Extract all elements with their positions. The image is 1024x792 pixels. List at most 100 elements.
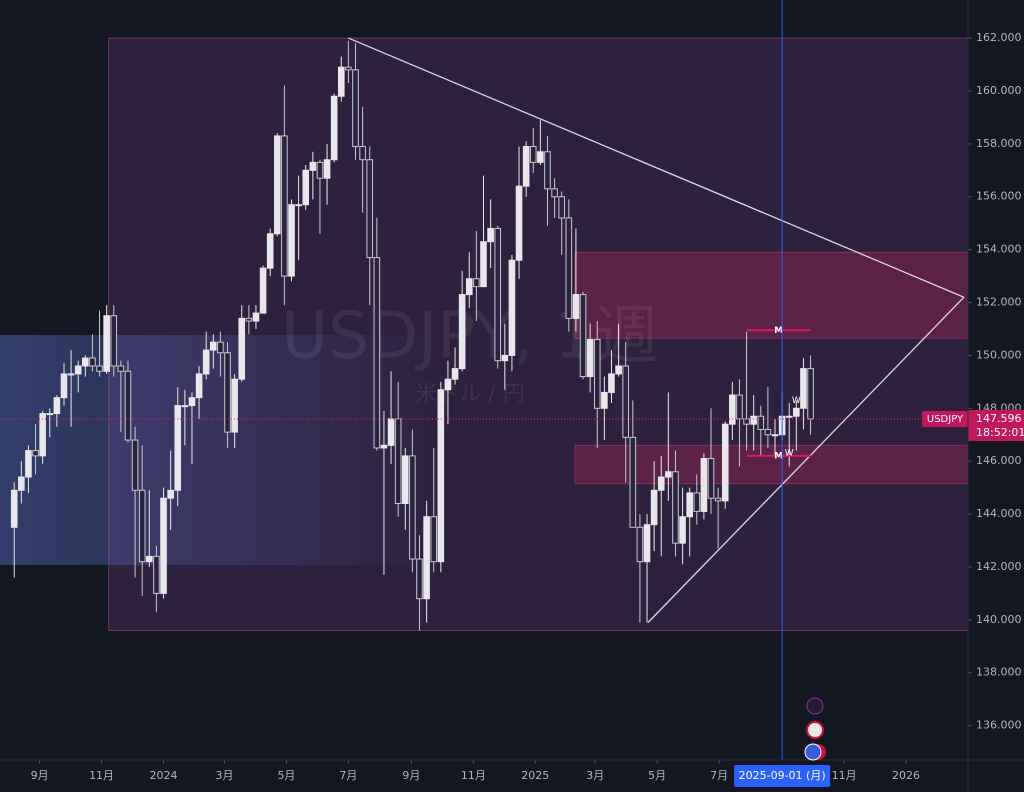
event-icon[interactable]: [806, 697, 824, 715]
candle-body: [60, 373, 68, 399]
candle-body: [515, 185, 523, 261]
candle-body: [146, 555, 153, 563]
candle-body: [601, 391, 608, 409]
candle-body: [458, 294, 466, 370]
candle-body: [672, 471, 679, 544]
candle-body: [238, 317, 246, 380]
candle-body: [330, 95, 338, 161]
candle-body: [622, 365, 629, 438]
pattern-label: M: [774, 451, 783, 461]
zone: [574, 444, 969, 485]
candle-body: [117, 365, 125, 372]
x-tick-label: 2025: [521, 769, 549, 782]
trendline: [348, 37, 965, 298]
candle-body: [558, 196, 566, 219]
x-tick-label: 3月: [215, 769, 233, 782]
x-tick-label: 7月: [339, 769, 357, 782]
x-tick-label: 2024: [150, 769, 178, 782]
candle-body: [373, 257, 381, 449]
candle-body: [174, 405, 182, 491]
symbol-label-bg: [922, 410, 968, 427]
candle-body: [487, 227, 494, 243]
candle-body: [281, 135, 288, 277]
candle-body: [210, 341, 217, 351]
y-tick-label: 158.000: [976, 137, 1022, 150]
candle-body: [259, 267, 267, 314]
event-icon[interactable]: [806, 721, 824, 739]
candle-body: [337, 66, 345, 97]
candle-body: [537, 151, 544, 163]
candle-body: [39, 413, 46, 457]
event-icons[interactable]: [804, 697, 826, 761]
candle-body: [25, 450, 32, 478]
y-tick-label: 162.000: [976, 31, 1022, 44]
candle-body: [103, 315, 110, 372]
candle-body: [686, 492, 693, 518]
watermark: USDJPY, 1週: [281, 300, 658, 374]
crosshair-label: 2025-09-01 (月): [739, 769, 826, 782]
event-icon[interactable]: [804, 743, 822, 761]
candle-body: [793, 407, 800, 417]
candle-body: [771, 434, 779, 437]
y-tick-label: 150.000: [976, 348, 1022, 361]
candle-body: [714, 497, 722, 502]
candle-body: [366, 159, 374, 259]
candle-body: [394, 418, 402, 504]
candle-body: [707, 458, 715, 499]
candle-body: [217, 341, 224, 354]
candle-body: [586, 339, 594, 378]
candle-body: [615, 365, 622, 375]
candle-body: [352, 69, 359, 147]
pattern-mark: W: [785, 449, 794, 459]
pattern-mark: W: [792, 396, 801, 406]
y-tick-label: 156.000: [976, 190, 1022, 203]
candle-body: [387, 418, 395, 446]
candle-body: [721, 423, 729, 502]
candle-body: [572, 294, 580, 319]
symbol-label: USDJPY: [927, 414, 964, 425]
x-tick-label: 11月: [832, 769, 857, 782]
candle-body: [657, 476, 665, 491]
candle-body: [551, 188, 558, 198]
candle-body: [188, 397, 196, 407]
y-tick-label: 138.000: [976, 666, 1022, 679]
candle-body: [380, 444, 388, 449]
candle-body: [295, 204, 302, 207]
y-tick-label: 152.000: [976, 296, 1022, 309]
candle-body: [288, 204, 295, 277]
candle-body: [266, 233, 274, 269]
candle-body: [124, 370, 132, 441]
y-tick-label: 144.000: [976, 507, 1022, 520]
candle-body: [18, 476, 25, 491]
crosshair-label-bg: [734, 765, 831, 787]
candle-body: [231, 378, 238, 433]
candle-body: [465, 278, 473, 296]
watermark-sub: 米ドル / 円: [415, 382, 524, 407]
candle-body: [416, 558, 423, 600]
candle-body: [807, 368, 814, 420]
candle-body: [743, 418, 750, 425]
candle-body: [138, 489, 146, 563]
candle-body: [650, 489, 658, 526]
candle-body: [401, 455, 409, 504]
candle-body: [473, 278, 480, 288]
candle-body: [636, 526, 644, 563]
candle-body: [309, 161, 317, 171]
candle-body: [96, 365, 103, 372]
pattern-label: M: [774, 326, 783, 336]
candle-body: [110, 315, 118, 367]
candle-body: [693, 492, 701, 512]
y-tick-label: 142.000: [976, 560, 1022, 573]
candle-body: [764, 428, 772, 436]
candle-body: [195, 373, 203, 399]
candle-body: [643, 524, 651, 563]
candle-body: [544, 151, 551, 190]
candle-body: [359, 145, 366, 161]
x-tick-label: 7月: [710, 769, 728, 782]
candle-body: [67, 373, 75, 376]
candle-body: [579, 294, 587, 378]
candle-body: [167, 489, 174, 499]
price-label-bg: [968, 409, 1024, 441]
candle-body: [451, 368, 459, 380]
